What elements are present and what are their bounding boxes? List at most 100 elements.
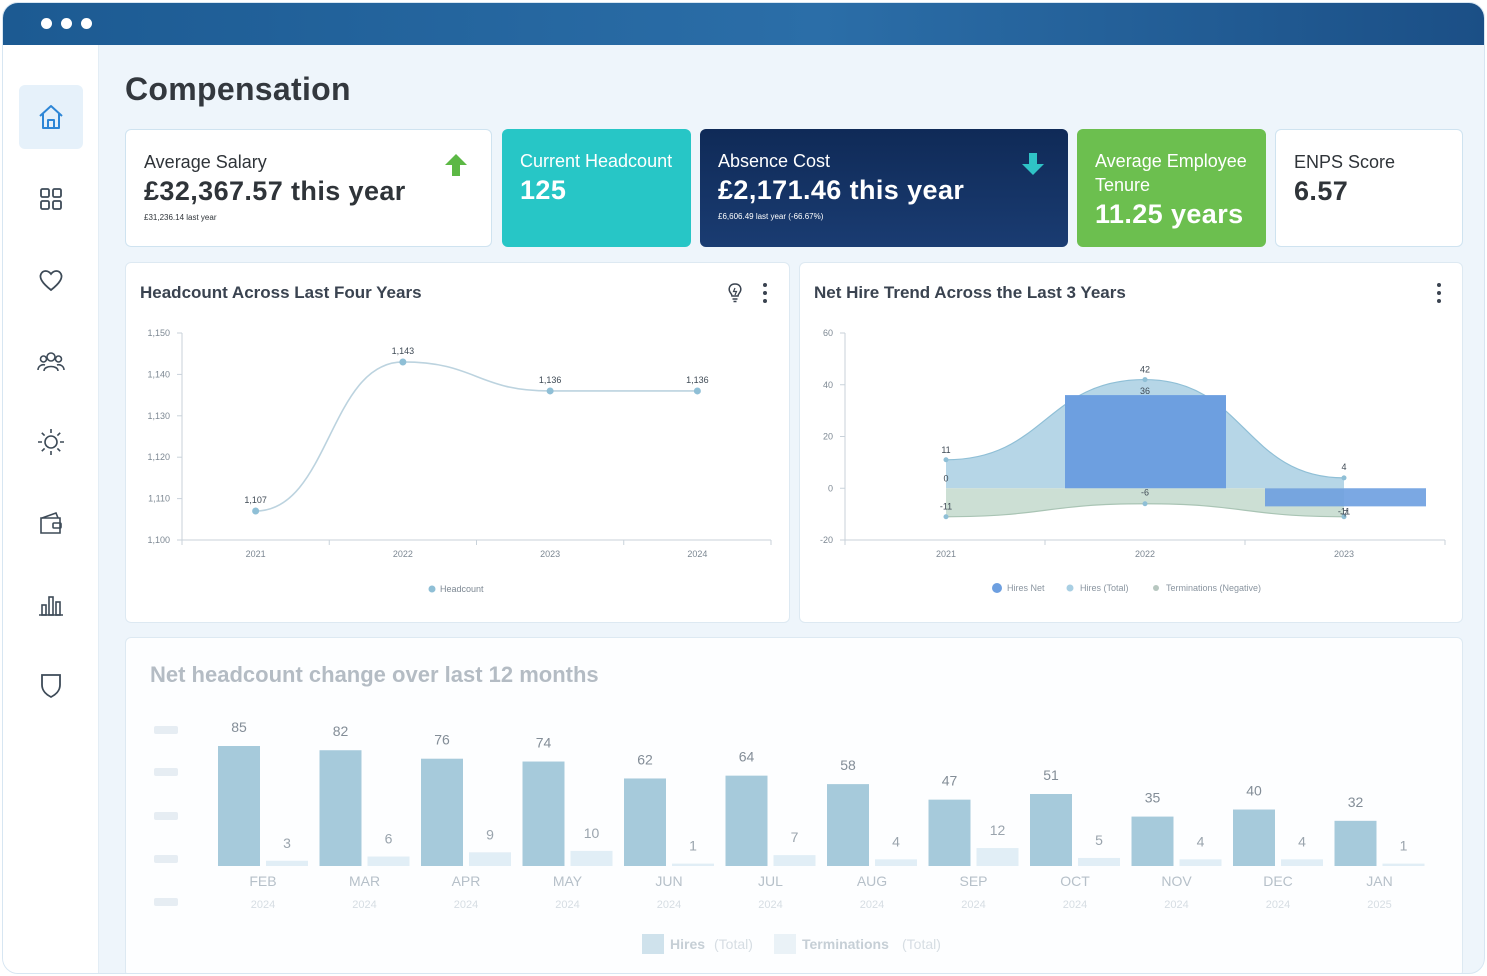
sidebar-item-wellbeing[interactable] — [19, 248, 83, 312]
x-tick-label: MAY — [553, 873, 583, 889]
sidebar-item-analytics[interactable] — [19, 572, 83, 636]
data-label: 12 — [990, 822, 1006, 838]
x-tick-sublabel: 2024 — [961, 899, 985, 911]
sidebar-item-dashboard[interactable] — [19, 167, 83, 231]
data-label: 82 — [333, 723, 349, 739]
y-tick-label: 1,120 — [147, 452, 170, 462]
x-tick-sublabel: 2024 — [1063, 899, 1087, 911]
hires-bar — [624, 778, 666, 866]
legend-marker — [1066, 584, 1074, 592]
x-tick-sublabel: 2024 — [251, 899, 275, 911]
y-tick-placeholder — [154, 898, 178, 906]
data-label: 5 — [1095, 832, 1103, 848]
kpi-value: £2,171.46 this year — [718, 175, 965, 205]
data-label: 7 — [791, 829, 799, 845]
terminations-bar — [672, 863, 714, 866]
legend-label: Hires Net — [1007, 583, 1045, 593]
data-point — [693, 387, 701, 395]
kpi-absence-cost[interactable]: Absence Cost £2,171.46 this year £6,606.… — [700, 129, 1068, 247]
main-content: Compensation Average Salary £32,367.57 t… — [99, 45, 1484, 973]
kpi-value: 6.57 — [1294, 176, 1349, 206]
x-tick-label: JUL — [758, 873, 783, 889]
x-tick-sublabel: 2024 — [758, 899, 782, 911]
window-dot-icon[interactable] — [61, 18, 72, 29]
sidebar-item-people[interactable] — [19, 329, 83, 393]
data-label: 85 — [231, 719, 247, 735]
data-label: 4 — [1341, 462, 1346, 472]
x-tick-label: 2021 — [246, 549, 266, 559]
sidebar-item-home[interactable] — [19, 85, 83, 149]
data-label: 6 — [385, 831, 393, 847]
x-tick-label: AUG — [857, 873, 887, 889]
x-tick-sublabel: 2024 — [657, 899, 681, 911]
data-label: 36 — [1140, 386, 1150, 396]
hires-bar — [1131, 816, 1174, 866]
data-point — [943, 457, 949, 463]
legend-label: Terminations — [802, 936, 889, 952]
sidebar-item-compensation[interactable] — [19, 491, 83, 555]
headcount-chart-card: Headcount Across Last Four Years 1,100 1,… — [125, 262, 790, 623]
sidebar-item-security[interactable] — [19, 653, 83, 717]
x-tick-label: 2021 — [936, 549, 956, 559]
data-point — [252, 507, 260, 515]
data-label: 1 — [1400, 838, 1408, 854]
kpi-sub: £31,236.14 last year — [144, 213, 217, 222]
kpi-average-salary[interactable]: Average Salary £32,367.57 this year £31,… — [125, 129, 492, 247]
data-label: 4 — [892, 833, 900, 849]
grid-icon — [40, 188, 62, 210]
more-options-icon[interactable] — [1436, 283, 1442, 305]
wallet-icon — [40, 511, 62, 534]
data-label: 74 — [536, 735, 552, 751]
x-tick-label: NOV — [1161, 873, 1192, 889]
x-tick-label: 2023 — [1334, 549, 1354, 559]
kpi-enps-score[interactable]: ENPS Score 6.57 — [1275, 129, 1463, 247]
more-options-icon[interactable] — [762, 283, 768, 305]
y-tick-label: 1,150 — [147, 328, 170, 338]
data-label: -11 — [940, 502, 952, 512]
y-tick-placeholder — [154, 726, 178, 734]
kpi-label: Average Employee Tenure — [1095, 151, 1247, 195]
x-tick-sublabel: 2025 — [1367, 899, 1391, 911]
sidebar — [3, 45, 99, 973]
hires-bar — [319, 750, 362, 866]
window-dot-icon[interactable] — [41, 18, 52, 29]
x-tick-sublabel: 2024 — [352, 899, 376, 911]
kpi-value: 11.25 years — [1095, 199, 1244, 229]
data-point — [546, 387, 554, 395]
home-icon — [39, 105, 63, 129]
data-label: 9 — [486, 826, 494, 842]
terminations-bar — [773, 855, 816, 866]
kpi-average-tenure[interactable]: Average Employee Tenure 11.25 years — [1077, 129, 1266, 247]
net-headcount-bar-chart: 853FEB2024826MAR2024769APR20247410MAY202… — [154, 719, 1425, 954]
data-label: 32 — [1348, 794, 1364, 810]
lightbulb-icon[interactable] — [724, 281, 746, 303]
y-tick-label: 1,110 — [148, 494, 170, 504]
data-point — [1341, 514, 1347, 520]
data-label: 64 — [739, 749, 755, 765]
hires-bar — [1334, 820, 1377, 866]
x-tick-label: JUN — [655, 873, 682, 889]
data-point — [1142, 501, 1148, 507]
x-tick-label: MAR — [349, 873, 380, 889]
kpi-current-headcount[interactable]: Current Headcount 125 — [502, 129, 691, 247]
kpi-sub: £6,606.49 last year (-66.67%) — [718, 212, 824, 221]
kpi-label: ENPS Score — [1294, 152, 1396, 172]
shield-icon — [41, 674, 61, 699]
hires-bar — [218, 746, 260, 866]
window-dot-icon[interactable] — [81, 18, 92, 29]
y-tick-label: 1,140 — [147, 369, 170, 379]
heart-icon — [39, 270, 63, 292]
sidebar-item-environment[interactable] — [19, 410, 83, 474]
sun-icon — [38, 429, 64, 455]
hires-bar — [827, 784, 869, 866]
data-label: 1,136 — [686, 375, 709, 385]
y-tick-label: 0 — [828, 483, 833, 493]
y-tick-label: 1,100 — [147, 535, 170, 545]
data-label: -7 — [1340, 508, 1348, 518]
data-label: 10 — [584, 825, 600, 841]
data-label: 47 — [942, 773, 958, 789]
legend-marker — [428, 585, 436, 593]
data-label: 1,143 — [392, 346, 415, 356]
hires-net-bar — [1065, 395, 1226, 489]
net-headcount-chart-card: Net headcount change over last 12 months… — [125, 637, 1463, 973]
